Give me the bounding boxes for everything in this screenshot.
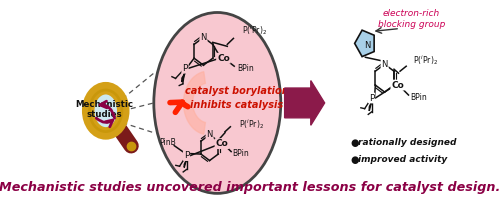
Polygon shape — [184, 72, 206, 134]
Text: P($^i$Pr)$_2$: P($^i$Pr)$_2$ — [242, 24, 267, 37]
Text: ●: ● — [350, 155, 358, 165]
Text: rationally designed: rationally designed — [358, 138, 456, 147]
Text: BPin: BPin — [238, 64, 254, 73]
Text: ●: ● — [350, 138, 358, 148]
Text: Co: Co — [216, 139, 228, 148]
Polygon shape — [370, 102, 372, 111]
Text: Mechanistic studies uncovered important lessons for catalyst design.: Mechanistic studies uncovered important … — [0, 181, 500, 194]
Text: Co: Co — [217, 54, 230, 63]
Text: N: N — [200, 33, 206, 42]
Circle shape — [88, 88, 123, 133]
Text: electron-rich: electron-rich — [383, 9, 440, 18]
Text: Co: Co — [392, 81, 404, 90]
Text: improved activity: improved activity — [358, 155, 447, 164]
Text: BPin: BPin — [410, 92, 427, 102]
Text: P($^i$Pr)$_2$: P($^i$Pr)$_2$ — [413, 53, 438, 67]
Text: BPin: BPin — [232, 149, 250, 158]
Text: Mechanistic: Mechanistic — [75, 100, 133, 109]
Polygon shape — [184, 160, 186, 168]
Text: studies: studies — [86, 110, 122, 119]
Polygon shape — [182, 73, 185, 82]
Text: P: P — [369, 93, 374, 103]
Text: PinB: PinB — [160, 138, 176, 147]
Text: blocking group: blocking group — [378, 20, 446, 29]
Text: P: P — [182, 64, 188, 73]
Text: N: N — [206, 130, 213, 139]
Text: N: N — [364, 41, 370, 50]
Text: catalyst borylation: catalyst borylation — [184, 86, 288, 96]
Text: inhibits catalysis: inhibits catalysis — [190, 100, 283, 110]
Text: P: P — [184, 151, 189, 160]
Text: N: N — [382, 60, 388, 69]
Text: P($^i$Pr)$_2$: P($^i$Pr)$_2$ — [239, 117, 264, 131]
Ellipse shape — [154, 12, 281, 193]
FancyArrow shape — [284, 81, 325, 125]
